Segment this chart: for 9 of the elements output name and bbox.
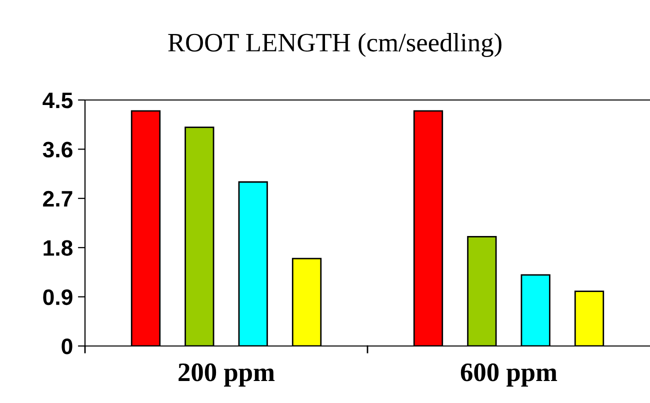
y-tick-label: 3.6: [42, 142, 72, 158]
y-tick-label: 4.5: [42, 92, 73, 108]
x-tick-label: 600 ppm: [460, 363, 558, 387]
y-tick-label: 0.9: [43, 289, 72, 306]
chart-title: ROOT LENGTH (cm/seedling): [168, 32, 502, 58]
y-tick-label: 0: [62, 338, 72, 354]
x-tick-label: 200 ppm: [178, 363, 275, 387]
y-tick-label: 2.7: [43, 190, 72, 206]
y-tick-label: 1.8: [44, 240, 73, 256]
